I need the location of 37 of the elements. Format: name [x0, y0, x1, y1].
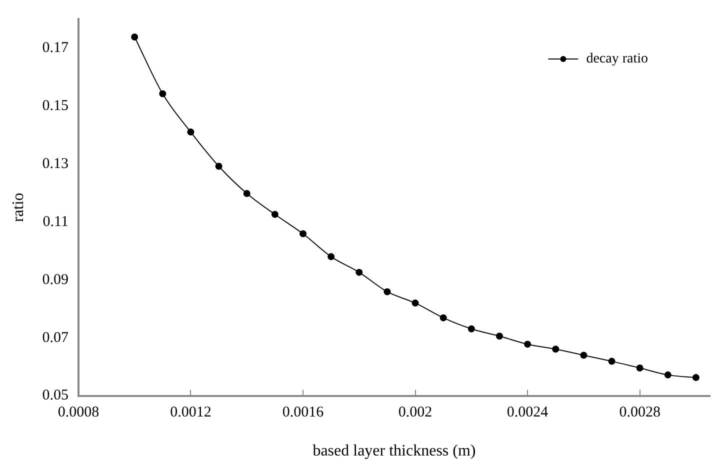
point	[692, 374, 700, 382]
point	[412, 300, 419, 307]
y-axis-title: ratio	[10, 192, 27, 222]
point	[440, 314, 447, 322]
y-tick-label: 0.09	[42, 272, 68, 288]
point	[159, 90, 166, 98]
point	[524, 340, 532, 348]
point	[271, 210, 278, 218]
y-tick-label: 0.05	[42, 388, 68, 404]
y-tick-label: 0.17	[42, 40, 69, 56]
point	[608, 358, 616, 365]
point	[580, 352, 588, 359]
x-tick-label: 0.0024	[506, 404, 549, 421]
point	[468, 325, 475, 332]
point	[300, 230, 306, 238]
point	[131, 33, 138, 40]
point	[328, 253, 335, 260]
y-tick-label: 0.15	[42, 98, 68, 114]
point	[496, 332, 503, 340]
x-tick-label: 0.0008	[58, 404, 100, 421]
x-tick-label: 0.0016	[282, 404, 324, 421]
x-axis-title: based layer thickness (m)	[312, 442, 476, 460]
point	[552, 346, 560, 353]
x-tick-label: 0.002	[398, 404, 432, 421]
y-tick-label: 0.07	[42, 330, 69, 346]
point	[187, 128, 194, 136]
point	[636, 364, 644, 372]
y-tick-label: 0.11	[42, 214, 68, 230]
x-tick-label: 0.0012	[170, 404, 212, 421]
point	[356, 268, 363, 276]
legend-label: decay ratio	[586, 52, 648, 67]
point	[215, 162, 222, 170]
y-tick-label: 0.13	[42, 156, 68, 172]
point	[384, 288, 391, 296]
point	[664, 371, 672, 378]
x-tick-label: 0.0028	[619, 404, 660, 421]
point	[243, 190, 250, 197]
